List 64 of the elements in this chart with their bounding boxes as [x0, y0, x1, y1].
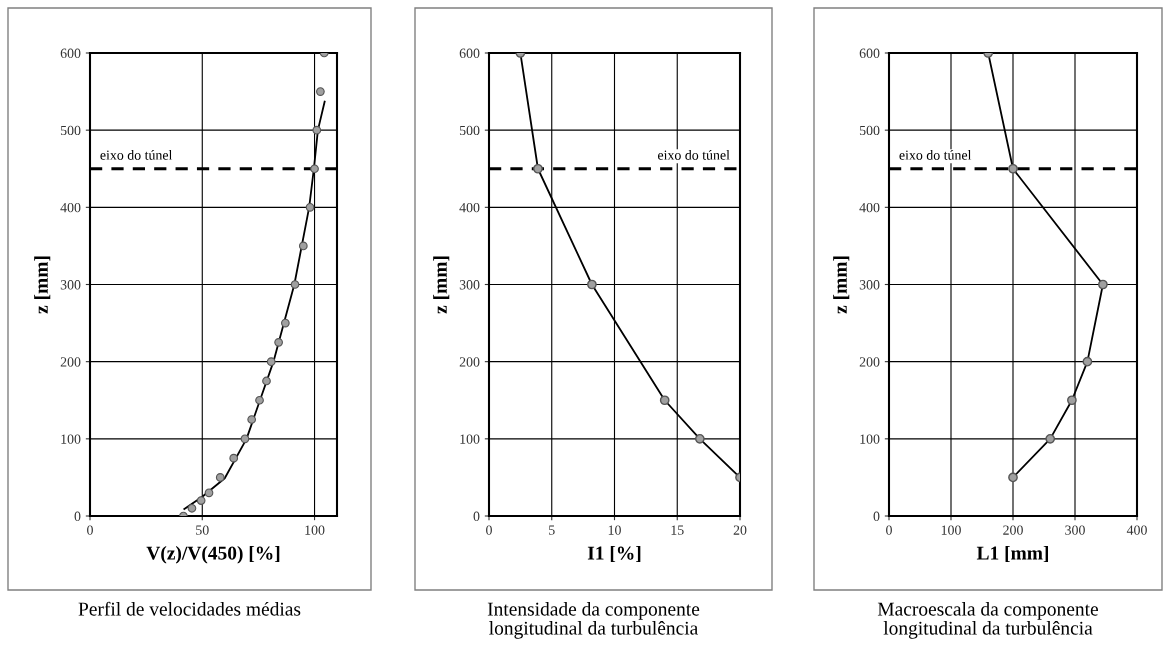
- y-tick-label: 100: [61, 434, 81, 444]
- y-axis-title: z [mm]: [433, 256, 450, 314]
- text: Perfil de velocidades médias: [78, 601, 301, 616]
- x-axis-title: L1 [mm]: [976, 545, 1049, 563]
- point: [312, 125, 322, 135]
- x-tick-label: 0: [87, 525, 93, 535]
- y-axis-title: z [mm]: [833, 256, 850, 314]
- x-tick-label: 400: [1126, 525, 1147, 535]
- point: [290, 280, 300, 289]
- y-tick-label: 500: [60, 125, 81, 136]
- y-tick-label: 200: [859, 357, 880, 367]
- y-tick-label: 100: [460, 434, 480, 444]
- ref-line-label: eixo do túnel: [100, 149, 173, 160]
- x-tick-label: 300: [1065, 525, 1085, 535]
- y-tick-label: 100: [860, 434, 880, 444]
- point: [187, 503, 197, 513]
- y-tick-label: 400: [60, 202, 81, 213]
- point: [204, 488, 214, 498]
- y-tick-label: 400: [859, 202, 880, 213]
- x-axis-title: V(z)/V(450) [%]: [146, 545, 280, 564]
- ref-line-label: eixo do túnel: [899, 149, 972, 160]
- y-tick-label: 300: [60, 280, 81, 290]
- y-tick-label: 500: [459, 125, 480, 136]
- text: Intensidade da componente longitudinal da turbulência: [487, 602, 700, 639]
- x-tick-label: 20: [733, 525, 747, 535]
- y-tick-label: 600: [60, 48, 81, 58]
- point: [255, 395, 264, 405]
- point: [262, 376, 271, 386]
- x-axis-title: I1 [%]: [587, 545, 641, 563]
- y-tick-label: 0: [873, 511, 880, 521]
- point: [196, 496, 206, 505]
- ref-line-label: eixo do túnel: [657, 149, 730, 160]
- y-tick-label: 200: [60, 357, 81, 367]
- point: [240, 434, 250, 444]
- x-tick-label: 50: [196, 525, 209, 535]
- point: [298, 241, 308, 251]
- x-tick-label: 100: [305, 525, 325, 535]
- y-tick-label: 0: [74, 511, 81, 521]
- point: [305, 202, 315, 212]
- x-tick-label: 15: [671, 525, 684, 535]
- point: [229, 453, 239, 463]
- y-tick-label: 0: [473, 511, 480, 521]
- x-tick-label: 100: [941, 525, 961, 535]
- point: [215, 473, 225, 482]
- point: [266, 357, 276, 367]
- point: [274, 338, 283, 347]
- point: [247, 415, 257, 424]
- x-tick-label: 10: [608, 525, 621, 535]
- text: Macroescala da componente longitudinal da turbulência: [877, 602, 1098, 639]
- y-tick-label: 400: [459, 202, 480, 213]
- point: [280, 318, 290, 328]
- y-tick-label: 600: [859, 48, 880, 58]
- y-tick-label: 600: [459, 48, 480, 58]
- point: [310, 164, 319, 174]
- y-tick-label: 300: [459, 280, 480, 290]
- x-tick-label: 0: [886, 525, 892, 535]
- y-axis-title: z [mm]: [34, 256, 51, 314]
- x-tick-label: 200: [1003, 525, 1023, 535]
- x-tick-label: 0: [486, 525, 492, 535]
- y-tick-label: 500: [859, 125, 880, 136]
- y-tick-label: 200: [459, 357, 480, 367]
- point: [316, 87, 325, 96]
- x-tick-label: 5: [549, 525, 555, 535]
- y-tick-label: 300: [859, 280, 880, 290]
